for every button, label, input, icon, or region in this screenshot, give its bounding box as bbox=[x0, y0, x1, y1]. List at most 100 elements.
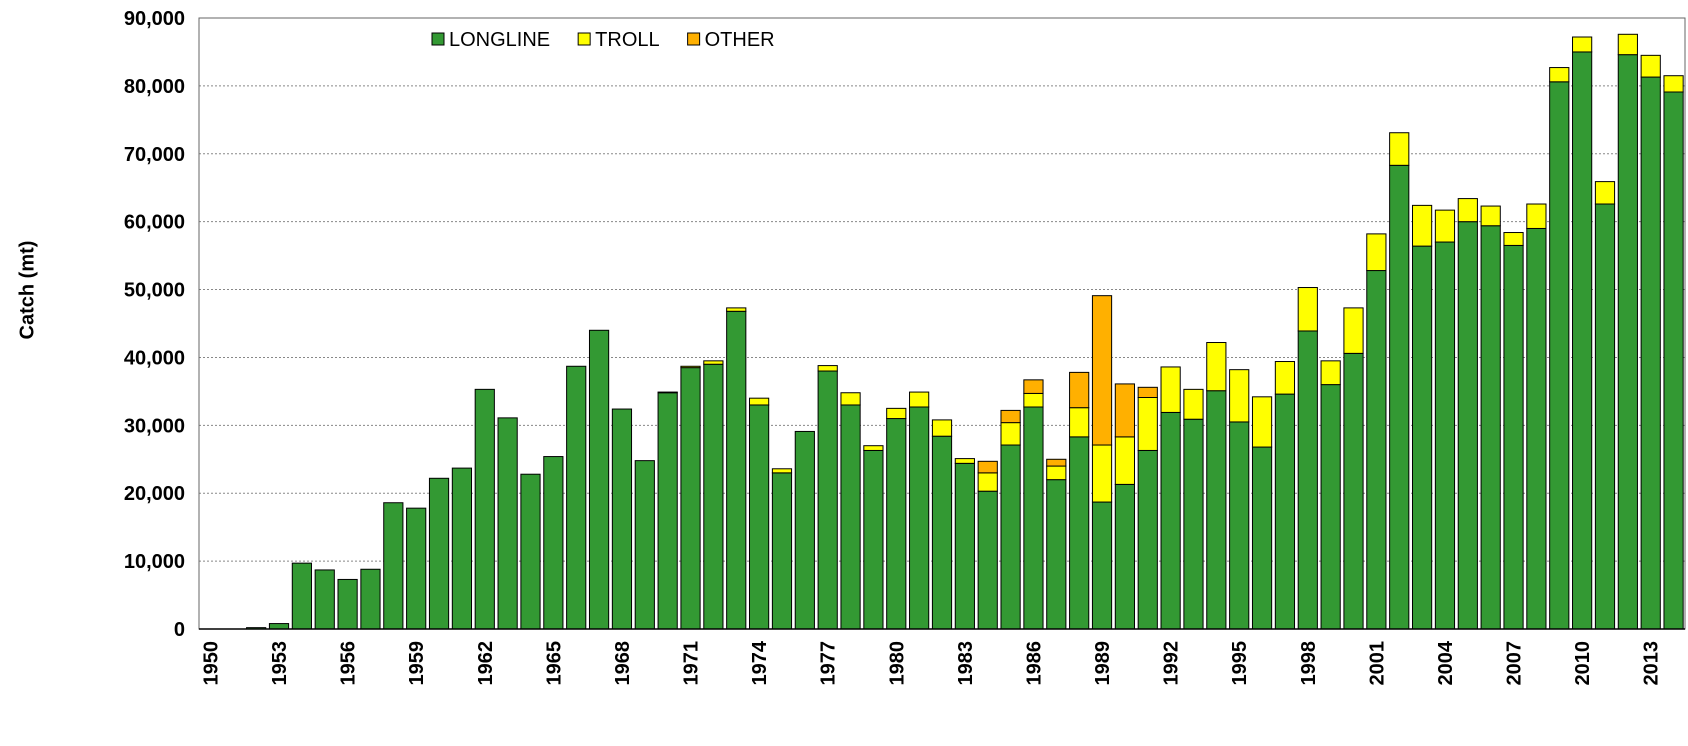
bar-segment bbox=[909, 406, 930, 630]
bar-segment bbox=[1594, 203, 1616, 630]
bar-segment bbox=[1411, 245, 1433, 630]
x-tick-label: 1965 bbox=[543, 641, 565, 686]
bar-segment bbox=[703, 363, 724, 630]
bar-segment bbox=[749, 397, 770, 406]
x-tick-label: 1992 bbox=[1161, 641, 1183, 686]
bar-segment bbox=[886, 418, 907, 630]
bar-segment bbox=[1640, 54, 1661, 78]
bar-segment bbox=[1274, 393, 1296, 630]
bar-segment bbox=[588, 329, 610, 630]
x-tick-label: 1968 bbox=[612, 641, 634, 686]
bar-segment bbox=[291, 562, 312, 630]
legend-label: TROLL bbox=[595, 29, 659, 51]
legend-swatch bbox=[687, 32, 701, 46]
bar-segment bbox=[1663, 91, 1684, 630]
y-tick-label: 70,000 bbox=[124, 144, 185, 166]
bar-segment bbox=[1251, 396, 1273, 448]
x-tick-label: 1974 bbox=[749, 640, 771, 685]
x-tick-label: 2004 bbox=[1435, 640, 1457, 685]
bar-segment bbox=[566, 365, 587, 630]
x-tick-label: 2001 bbox=[1366, 641, 1388, 686]
bar-segment bbox=[726, 310, 747, 630]
bar-segment bbox=[657, 391, 678, 394]
x-tick-label: 1983 bbox=[955, 641, 977, 686]
bar-segment bbox=[1549, 67, 1570, 83]
bar-segment bbox=[1389, 132, 1410, 166]
x-tick-label: 1995 bbox=[1229, 641, 1251, 686]
x-tick-label: 2010 bbox=[1572, 641, 1594, 686]
legend-label: OTHER bbox=[705, 29, 775, 51]
bar-segment bbox=[977, 490, 998, 630]
bar-segment bbox=[1069, 371, 1090, 409]
bar-segment bbox=[703, 360, 724, 365]
bar-segment bbox=[1091, 295, 1113, 446]
bar-segment bbox=[954, 458, 975, 464]
legend-swatch bbox=[577, 32, 591, 46]
y-tick-label: 80,000 bbox=[124, 76, 185, 98]
y-tick-label: 20,000 bbox=[124, 483, 185, 505]
bar-segment bbox=[1389, 164, 1410, 630]
bar-segment bbox=[1000, 409, 1021, 424]
bar-segment bbox=[954, 462, 975, 630]
bar-segment bbox=[1343, 307, 1364, 354]
bar-segment bbox=[1000, 422, 1021, 446]
bar-segment bbox=[1160, 366, 1181, 413]
bar-segment bbox=[1572, 36, 1593, 53]
legend-label: LONGLINE bbox=[449, 29, 550, 51]
bar-segment bbox=[1366, 233, 1387, 272]
bar-segment bbox=[931, 419, 953, 437]
bar-segment bbox=[1366, 270, 1387, 630]
bar-segment bbox=[680, 367, 701, 630]
x-tick-label: 1971 bbox=[681, 641, 703, 686]
bar-segment bbox=[1206, 342, 1227, 392]
bar-segment bbox=[794, 430, 815, 630]
x-tick-label: 1980 bbox=[886, 641, 908, 686]
bar-segment bbox=[360, 568, 381, 630]
bar-segment bbox=[771, 472, 793, 630]
bar-segment bbox=[1137, 386, 1158, 398]
y-tick-label: 0 bbox=[174, 619, 185, 641]
bar-segment bbox=[1503, 232, 1524, 246]
bar-segment bbox=[1023, 406, 1044, 630]
bar-segment bbox=[314, 569, 335, 630]
bar-segment bbox=[726, 307, 747, 312]
bar-segment bbox=[1320, 360, 1341, 386]
bar-segment bbox=[1434, 241, 1456, 630]
bar-segment bbox=[1480, 205, 1501, 227]
bar-segment bbox=[1297, 330, 1318, 630]
bar-segment bbox=[1343, 352, 1364, 630]
bar-segment bbox=[909, 391, 930, 408]
bar-segment bbox=[1549, 81, 1570, 630]
bar-segment bbox=[817, 370, 838, 630]
bar-segment bbox=[1069, 436, 1090, 630]
y-tick-label: 90,000 bbox=[124, 8, 185, 30]
bar-segment bbox=[1297, 287, 1318, 332]
bar-segment bbox=[840, 404, 861, 630]
bar-segment bbox=[634, 460, 655, 630]
bar-segment bbox=[1046, 479, 1067, 630]
bar-segment bbox=[1434, 209, 1456, 243]
bar-segment bbox=[1617, 33, 1638, 56]
bar-segment bbox=[428, 477, 450, 630]
bar-segment bbox=[1663, 75, 1684, 93]
bar-segment bbox=[1526, 203, 1547, 229]
bar-segment bbox=[1503, 244, 1524, 630]
legend-swatch bbox=[431, 32, 445, 46]
bar-segment bbox=[1000, 444, 1021, 630]
bar-segment bbox=[1640, 76, 1661, 630]
bar-segment bbox=[1572, 51, 1593, 630]
bar-segment bbox=[1046, 458, 1067, 467]
y-tick-label: 10,000 bbox=[124, 551, 185, 573]
bar-segment bbox=[771, 468, 793, 474]
bar-segment bbox=[1114, 436, 1135, 485]
y-tick-label: 60,000 bbox=[124, 212, 185, 234]
x-tick-label: 1953 bbox=[269, 641, 291, 686]
bar-segment bbox=[1457, 198, 1478, 223]
bar-segment bbox=[1457, 221, 1478, 630]
bar-segment bbox=[1137, 449, 1158, 630]
bar-segment bbox=[886, 407, 907, 420]
bar-segment bbox=[1251, 446, 1273, 630]
bar-segment bbox=[1160, 411, 1181, 630]
bar-segment bbox=[383, 502, 404, 630]
